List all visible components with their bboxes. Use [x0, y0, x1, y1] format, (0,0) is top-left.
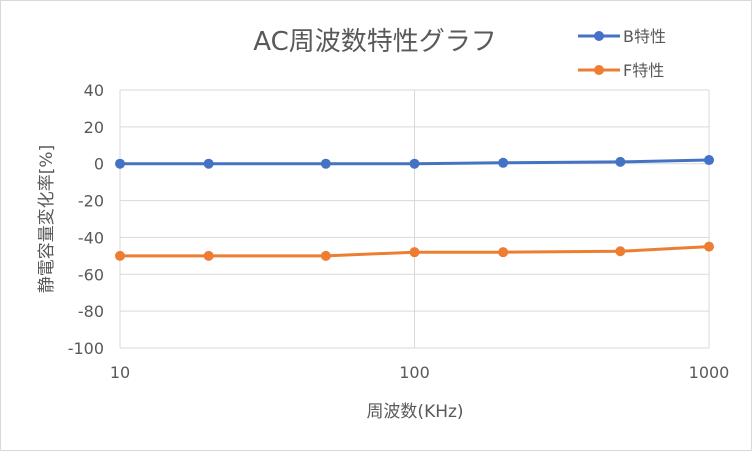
data-point [704, 241, 714, 252]
series-layer [115, 155, 714, 261]
legend-label-1: F特性 [623, 61, 664, 80]
chart-title: AC周波数特性グラフ [253, 27, 496, 57]
y-tick-label: 40 [84, 81, 104, 100]
data-point [498, 247, 509, 258]
data-point [115, 158, 125, 169]
data-point [409, 158, 420, 169]
y-tick-label: 0 [94, 155, 104, 174]
y-tick-label: 20 [84, 118, 104, 137]
y-tick-label: -60 [78, 265, 104, 284]
legend-label-0: B特性 [623, 27, 666, 46]
data-point [409, 247, 420, 258]
legend-marker-0 [594, 31, 604, 41]
x-tick-label: 10 [110, 363, 130, 382]
legend: B特性 F特性 [578, 27, 666, 80]
y-tick-label: -20 [78, 192, 104, 211]
x-axis-title: 周波数(KHz) [366, 402, 463, 422]
x-tick-labels: 10 100 1000 [110, 363, 730, 382]
data-point [615, 246, 626, 257]
grid-layer [119, 89, 710, 349]
data-point [203, 158, 214, 169]
data-point [320, 250, 331, 261]
y-tick-label: -40 [78, 228, 104, 247]
legend-marker-1 [594, 65, 604, 75]
data-point [320, 158, 331, 169]
x-tick-label: 100 [399, 363, 430, 382]
data-point [498, 157, 509, 168]
y-tick-label: -80 [78, 302, 104, 321]
y-tick-labels: 40 20 0 -20 -40 -60 -80 -100 [68, 81, 104, 358]
y-tick-label: -100 [68, 339, 104, 358]
data-point [615, 156, 626, 167]
data-point [704, 155, 714, 166]
data-point [203, 250, 214, 261]
data-point [115, 250, 125, 261]
y-axis-title: 静電容量変化率[%] [37, 145, 57, 293]
x-tick-label: 1000 [689, 363, 730, 382]
